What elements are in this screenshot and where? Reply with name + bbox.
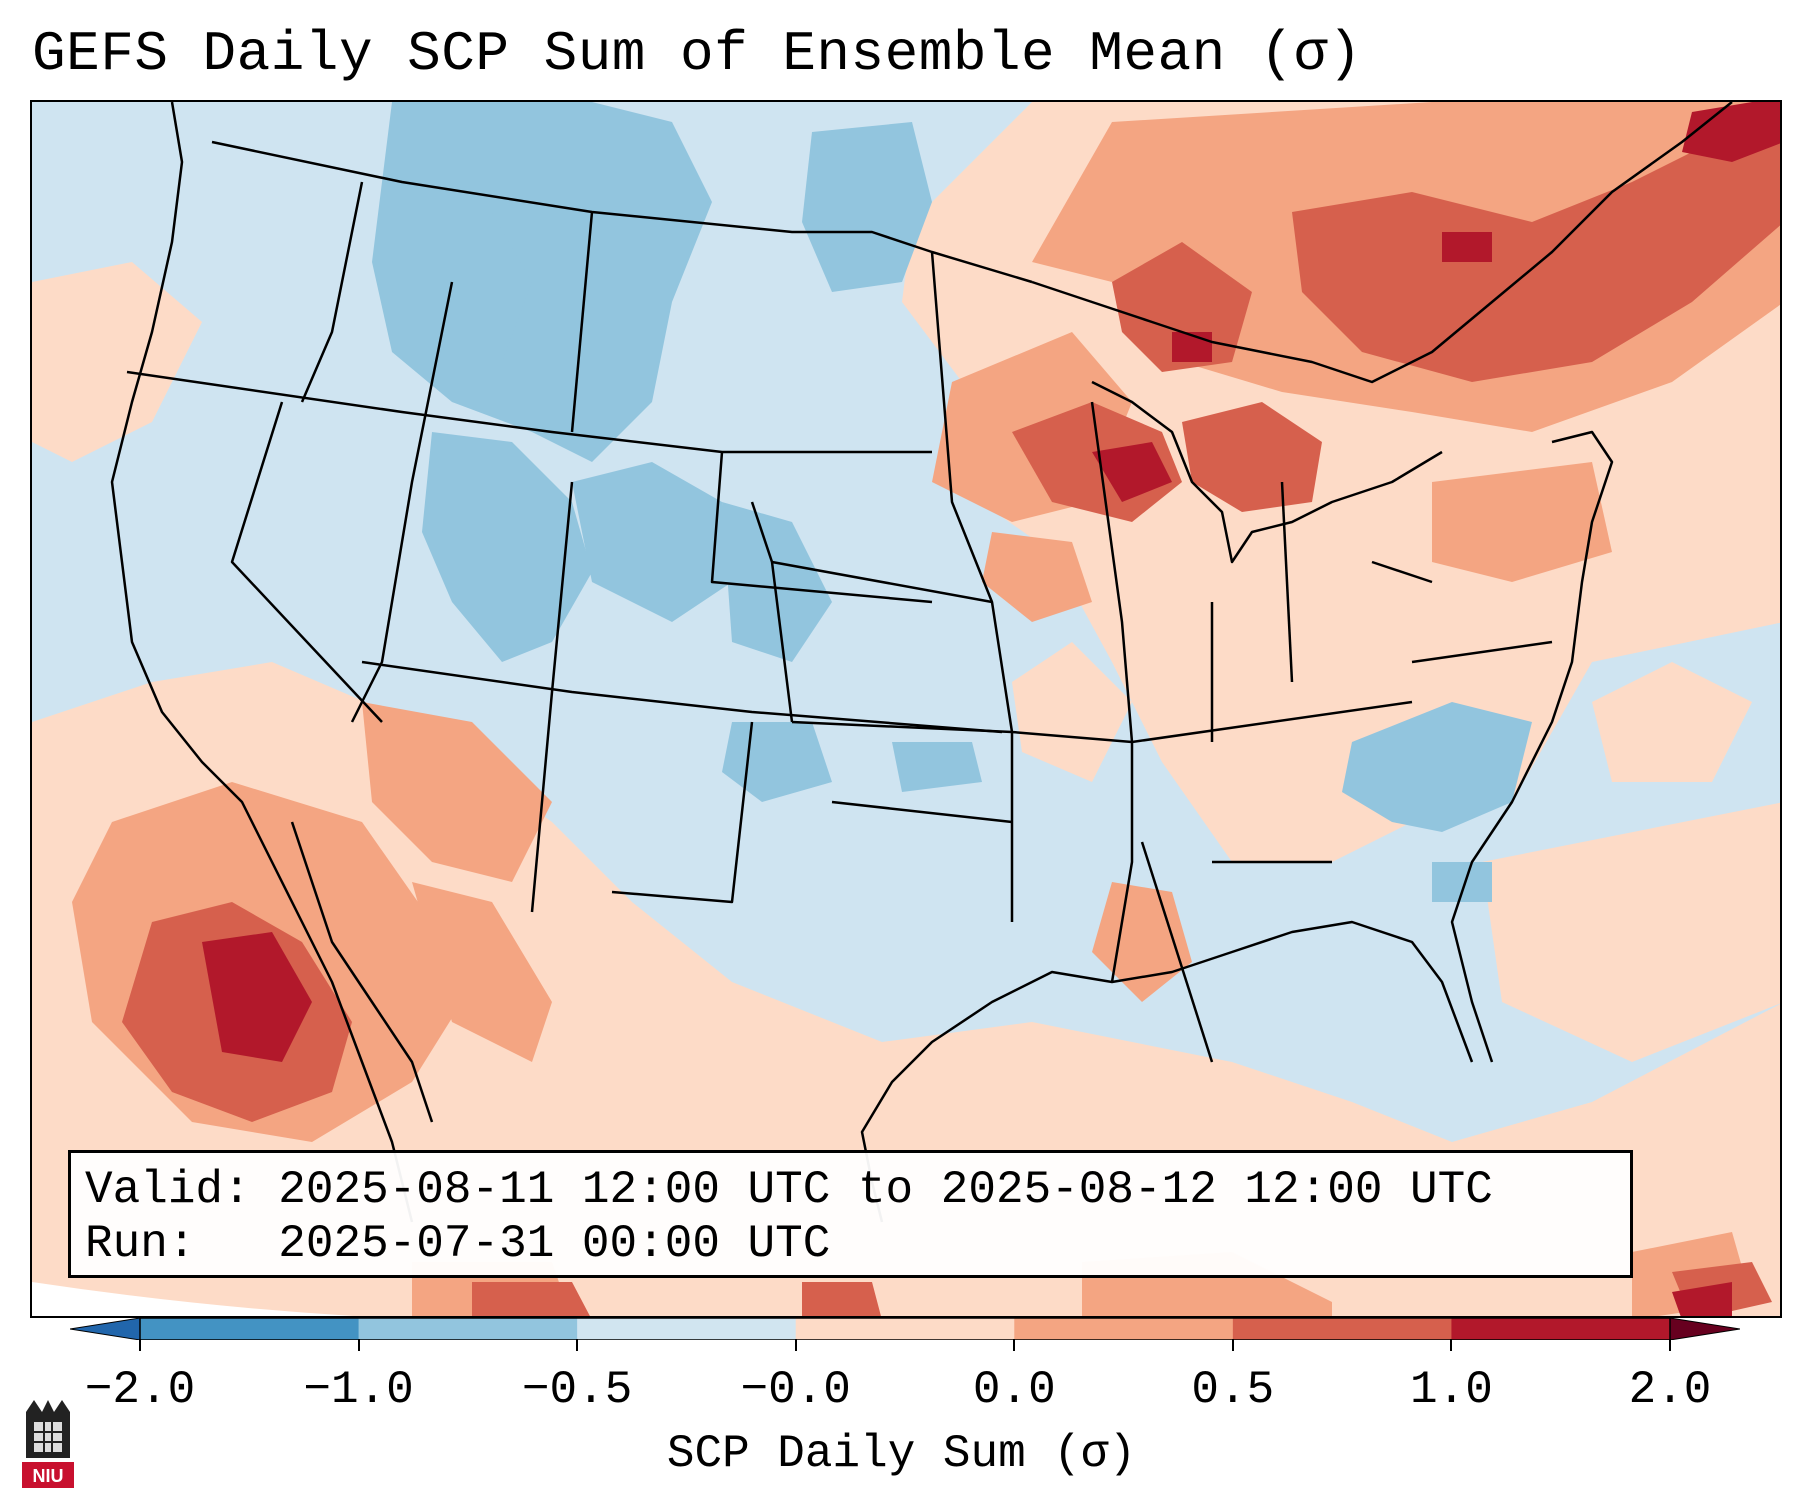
colorbar-segment [358,1318,578,1340]
colorbar-tick-mark [576,1339,579,1351]
colorbar-tick-label: 2.0 [1628,1364,1712,1416]
extreme-positive-fields [202,102,1780,1316]
colorbar-tick-label: 1.0 [1410,1364,1493,1416]
valid-run-info-box: Valid: 2025-08-11 12:00 UTC to 2025-08-1… [68,1150,1633,1278]
colorbar-tick-mark [794,1339,797,1351]
boundaries [110,102,1733,1223]
run-row: Run: 2025-07-31 00:00 UTC [85,1217,1616,1271]
map-svg [32,102,1780,1316]
colorbar-tick-label: −1.0 [303,1364,414,1416]
valid-row: Valid: 2025-08-11 12:00 UTC to 2025-08-1… [85,1163,1616,1217]
colorbar-segment [1014,1318,1234,1340]
moderate-negative-fields [372,102,1532,902]
colorbar-segment [140,1318,360,1340]
run-label: Run: [85,1218,196,1270]
colorbar-tick-mark [1450,1339,1453,1351]
logo-window [34,1422,62,1452]
colorbar [70,1318,1740,1340]
colorbar-label: SCP Daily Sum (σ) [666,1428,1137,1480]
colorbar-tick-mark [1669,1339,1671,1351]
colorbar-tick-mark [1013,1339,1016,1351]
colorbar-segment [795,1318,1015,1340]
colorbar-tick-label: −0.5 [521,1364,633,1416]
run-value: 2025-07-31 00:00 UTC [278,1218,831,1270]
logo-text: NIU [33,1466,64,1486]
logo-grid [34,1422,62,1452]
map-panel [30,100,1782,1318]
colorbar-tick-label: 0.0 [972,1364,1056,1416]
colorbar-tick-mark [139,1339,141,1351]
colorbar-outline [139,1318,1671,1340]
colorbar-segment [1232,1318,1452,1340]
colorbar-tick-label: 0.5 [1191,1364,1275,1416]
logo-banner [22,1462,74,1488]
colorbar-tick-mark [1231,1339,1234,1351]
colorbar-tick-mark [357,1339,360,1351]
colorbar-segment [1451,1318,1671,1340]
valid-value: 2025-08-11 12:00 UTC to 2025-08-12 12:00… [278,1164,1493,1216]
colorbar-extend-high [1669,1318,1740,1340]
colorbar-extend-low [70,1318,141,1340]
valid-label: Valid: [85,1164,251,1216]
projection-edge [32,1282,354,1316]
colorbar-segment [577,1318,797,1340]
colorbar-tick-label: −2.0 [84,1364,196,1416]
niu-logo: NIU [22,1400,74,1488]
colorbar-tick-label: −0.0 [740,1364,851,1416]
chart-title: GEFS Daily SCP Sum of Ensemble Mean (σ) [32,22,1363,86]
